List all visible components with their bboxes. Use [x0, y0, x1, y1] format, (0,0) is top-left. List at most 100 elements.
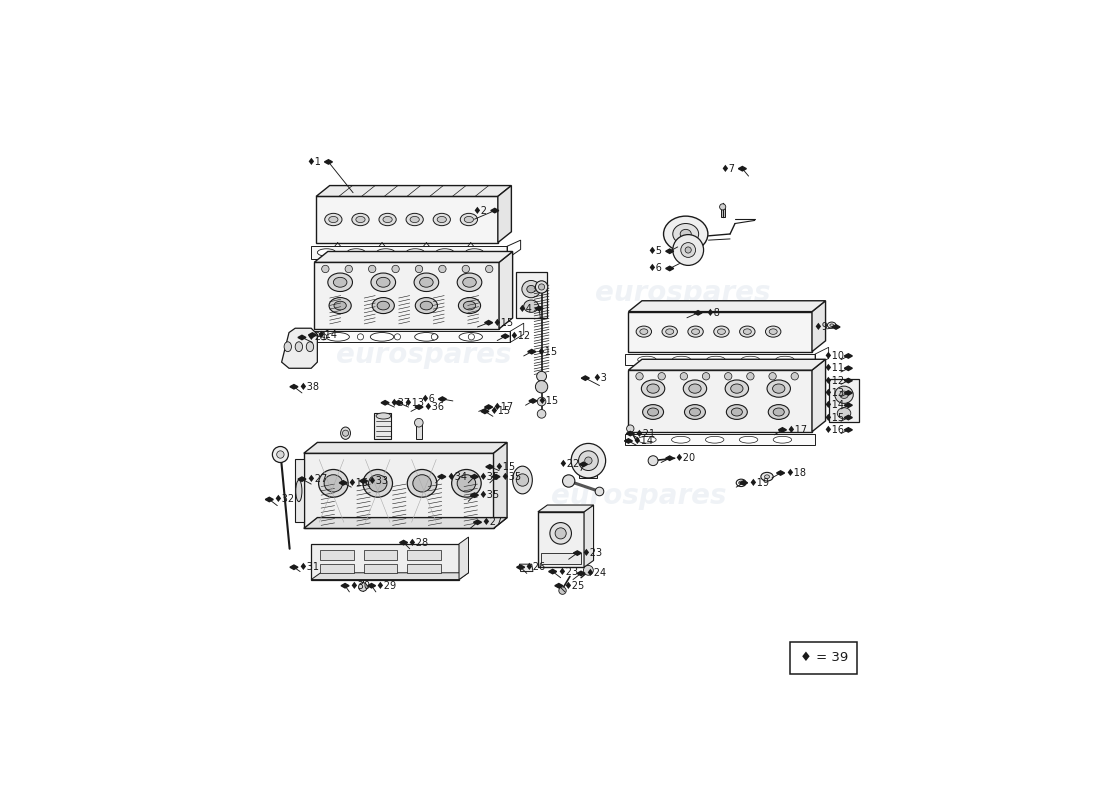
- Circle shape: [536, 381, 548, 393]
- Text: ♦34: ♦34: [447, 472, 468, 482]
- Ellipse shape: [550, 522, 572, 544]
- Ellipse shape: [513, 466, 532, 494]
- Circle shape: [595, 487, 604, 496]
- Polygon shape: [628, 301, 825, 311]
- Bar: [320, 550, 354, 560]
- Text: ♦13: ♦13: [403, 398, 424, 408]
- Text: ♦12: ♦12: [509, 331, 530, 342]
- Ellipse shape: [739, 436, 758, 443]
- Text: ♦3: ♦3: [593, 373, 607, 383]
- Text: ♦28: ♦28: [408, 538, 429, 547]
- Circle shape: [685, 247, 691, 253]
- Ellipse shape: [324, 474, 342, 492]
- Ellipse shape: [433, 214, 450, 226]
- Polygon shape: [308, 333, 317, 338]
- Ellipse shape: [372, 298, 395, 314]
- Bar: [628, 311, 812, 352]
- Circle shape: [358, 334, 363, 340]
- Ellipse shape: [839, 391, 848, 398]
- Bar: [720, 208, 725, 218]
- Ellipse shape: [638, 356, 656, 363]
- Ellipse shape: [376, 249, 395, 256]
- Text: ♦17: ♦17: [493, 402, 514, 412]
- Polygon shape: [777, 470, 784, 475]
- Circle shape: [636, 373, 644, 380]
- Circle shape: [439, 266, 447, 273]
- Ellipse shape: [705, 436, 724, 443]
- Polygon shape: [499, 251, 513, 329]
- Polygon shape: [339, 481, 348, 485]
- Ellipse shape: [352, 214, 370, 226]
- Text: ♦14: ♦14: [317, 330, 338, 340]
- Ellipse shape: [739, 481, 744, 485]
- Polygon shape: [415, 405, 424, 410]
- Ellipse shape: [730, 384, 743, 394]
- Ellipse shape: [772, 384, 785, 394]
- Text: ♦27: ♦27: [306, 474, 328, 484]
- Ellipse shape: [638, 436, 656, 443]
- Ellipse shape: [371, 333, 394, 341]
- Text: ♦35: ♦35: [500, 472, 521, 482]
- Bar: [828, 379, 859, 422]
- Ellipse shape: [346, 249, 365, 256]
- Polygon shape: [580, 462, 587, 466]
- Circle shape: [725, 373, 732, 380]
- Ellipse shape: [829, 324, 834, 326]
- Bar: [311, 544, 459, 579]
- Bar: [315, 262, 499, 329]
- Text: ♦15: ♦15: [490, 406, 510, 416]
- Text: ♦30: ♦30: [350, 581, 371, 590]
- Text: ♦23: ♦23: [557, 566, 578, 577]
- Circle shape: [627, 425, 634, 432]
- Ellipse shape: [412, 474, 431, 492]
- Polygon shape: [845, 415, 853, 420]
- Ellipse shape: [725, 380, 748, 398]
- Polygon shape: [666, 249, 673, 254]
- Ellipse shape: [420, 302, 432, 310]
- Polygon shape: [628, 359, 825, 370]
- Polygon shape: [486, 465, 494, 469]
- Circle shape: [392, 266, 399, 273]
- Circle shape: [537, 410, 546, 418]
- Text: eurospares: eurospares: [594, 279, 770, 307]
- Polygon shape: [491, 208, 498, 213]
- Text: ♦21: ♦21: [635, 429, 656, 438]
- Ellipse shape: [764, 475, 770, 478]
- Bar: [791, 642, 857, 674]
- Text: ♦38: ♦38: [298, 382, 319, 392]
- Circle shape: [462, 266, 470, 273]
- Ellipse shape: [452, 470, 481, 498]
- Polygon shape: [324, 160, 332, 164]
- Ellipse shape: [410, 217, 419, 222]
- Polygon shape: [485, 405, 493, 410]
- Bar: [316, 197, 498, 242]
- Circle shape: [321, 266, 329, 273]
- Polygon shape: [845, 354, 853, 358]
- Bar: [416, 422, 422, 439]
- Ellipse shape: [741, 356, 760, 363]
- Circle shape: [277, 451, 284, 458]
- Ellipse shape: [714, 326, 729, 337]
- Polygon shape: [666, 456, 673, 461]
- Polygon shape: [395, 401, 403, 405]
- Ellipse shape: [363, 470, 393, 498]
- Text: ♦15: ♦15: [823, 413, 844, 422]
- Polygon shape: [738, 166, 747, 171]
- Polygon shape: [517, 565, 525, 570]
- Ellipse shape: [773, 408, 784, 416]
- Polygon shape: [581, 376, 590, 380]
- Ellipse shape: [717, 329, 726, 334]
- Ellipse shape: [827, 322, 836, 328]
- Ellipse shape: [296, 480, 301, 502]
- Circle shape: [585, 457, 592, 464]
- Ellipse shape: [739, 326, 755, 337]
- Circle shape: [719, 204, 726, 210]
- Text: ♦16: ♦16: [823, 425, 844, 435]
- Polygon shape: [290, 385, 298, 389]
- Polygon shape: [739, 481, 748, 485]
- Ellipse shape: [732, 408, 742, 416]
- Circle shape: [485, 266, 493, 273]
- Ellipse shape: [662, 326, 678, 337]
- Polygon shape: [290, 565, 298, 570]
- Polygon shape: [282, 328, 317, 368]
